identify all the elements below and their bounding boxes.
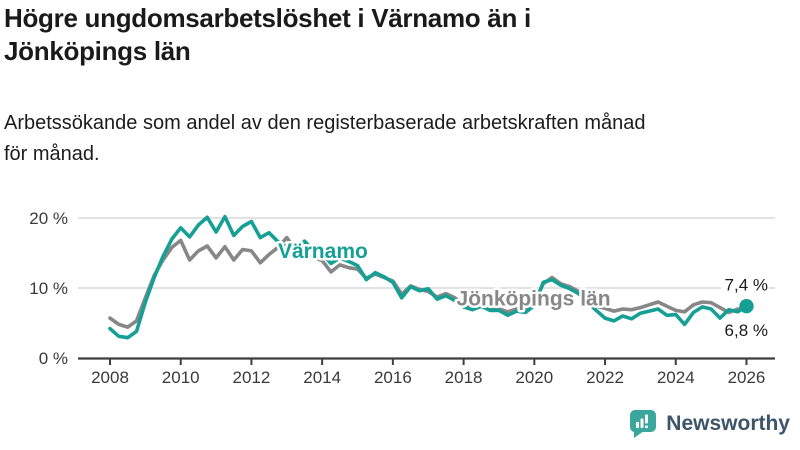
logo-bar-chart-glyph: [636, 414, 649, 429]
x-tick-label: 2024: [657, 368, 695, 387]
newsworthy-logo-icon: [630, 410, 657, 438]
x-tick-label: 2026: [728, 368, 766, 387]
chart-title: Högre ungdomsarbetslöshet i Värnamo än i…: [4, 3, 531, 66]
series-end-dot: [739, 299, 754, 314]
x-tick-label: 2020: [515, 368, 553, 387]
series-line-v-rnamo: [108, 214, 749, 340]
end-label-mask: [721, 273, 769, 296]
x-tick-label: 2012: [233, 368, 271, 387]
chart-subtitle: Arbetssökande som andel av den registerb…: [4, 112, 646, 165]
end-value-label: 7,4 %: [725, 276, 768, 295]
x-tick-label: 2018: [445, 368, 483, 387]
x-tick-label: 2014: [303, 368, 341, 387]
brand-footer: Newsworthy: [629, 409, 790, 438]
y-tick-label: 20 %: [29, 209, 68, 228]
y-tick-label: 0 %: [39, 349, 68, 368]
x-tick-label: 2008: [91, 368, 129, 387]
brand-name: Newsworthy: [666, 411, 790, 435]
end-value-label: 6,8 %: [725, 321, 768, 340]
series-line-j-nk-pings-l-n: [108, 235, 749, 330]
y-tick-label: 10 %: [29, 279, 68, 298]
x-tick-label: 2022: [586, 368, 624, 387]
end-label-mask: [721, 319, 769, 341]
series-label-j-nk-pings-l-n: Jönköpings län: [457, 288, 611, 311]
series-label-v-rnamo: Värnamo: [278, 240, 368, 263]
x-tick-label: 2010: [162, 368, 200, 387]
x-tick-label: 2016: [374, 368, 412, 387]
